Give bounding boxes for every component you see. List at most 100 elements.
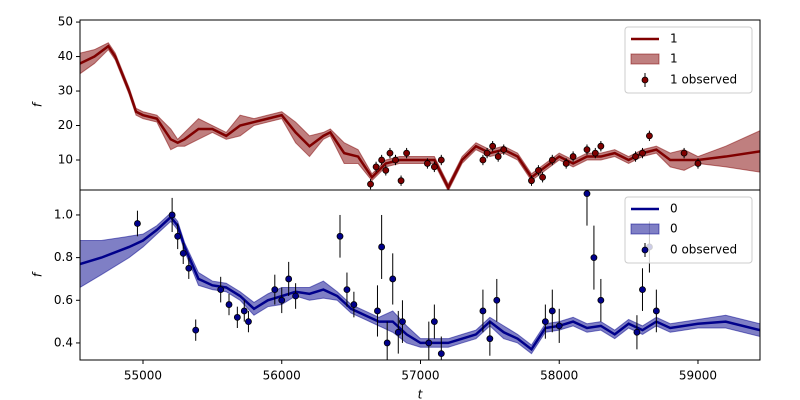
y-tick-label: 0.6 <box>54 293 73 307</box>
observed-point <box>494 153 502 160</box>
line <box>80 215 760 352</box>
observed-point <box>591 149 599 157</box>
observed-point <box>479 156 487 164</box>
observed-point <box>397 177 405 185</box>
legend-patch <box>630 53 660 65</box>
observed-point <box>639 149 646 157</box>
observed-point <box>394 328 402 336</box>
x-tick-label: 56000 <box>263 369 301 383</box>
observed-point <box>486 335 494 343</box>
observed-point <box>403 149 411 157</box>
legend-marker <box>641 246 649 254</box>
observed-point <box>541 318 549 326</box>
observed-point <box>168 211 176 219</box>
observed-point <box>378 156 386 164</box>
observed-point <box>336 232 344 240</box>
legend-label: 0 <box>670 202 678 216</box>
observed-point <box>633 328 641 336</box>
observed-point <box>278 296 286 304</box>
observed-point <box>174 232 182 240</box>
observed-point <box>367 180 374 188</box>
y-tick-label: 1.0 <box>54 207 73 221</box>
x-tick-label: 57000 <box>401 369 439 383</box>
legend-marker <box>641 76 649 84</box>
x-tick-label: 58000 <box>540 369 578 383</box>
confidence-band <box>80 212 760 355</box>
legend-label: 1 observed <box>670 73 737 87</box>
y-tick-label: 30 <box>58 84 73 98</box>
observed-point <box>437 350 445 358</box>
observed-point <box>548 156 556 164</box>
observed-point <box>383 339 391 347</box>
observed-point <box>430 318 438 326</box>
legend-box <box>624 196 753 264</box>
observed-point <box>378 243 386 251</box>
observed-point <box>217 286 225 294</box>
observed-point <box>583 146 591 154</box>
observed-point <box>639 286 646 294</box>
observed-point <box>583 190 591 198</box>
observed-point <box>597 142 605 150</box>
confidence-band <box>80 42 760 190</box>
x-tick-label: 59000 <box>679 369 717 383</box>
y-axis-label: f <box>31 101 45 107</box>
observed-point <box>528 177 535 185</box>
observed-point <box>590 254 598 262</box>
observed-point <box>548 307 556 315</box>
observed-point <box>271 286 279 294</box>
observed-point <box>386 149 394 157</box>
y-tick-label: 0.8 <box>54 250 73 264</box>
observed-point <box>240 307 248 315</box>
observed-point <box>535 166 542 174</box>
observed-point <box>374 307 381 315</box>
observed-point <box>632 153 639 160</box>
line <box>80 44 760 190</box>
observed-point <box>350 301 358 308</box>
y-axis-label: f <box>31 271 45 277</box>
observed-point <box>179 249 187 257</box>
y-tick-label: 20 <box>58 118 73 132</box>
observed-point <box>500 146 508 154</box>
observed-point <box>539 173 546 181</box>
observed-point <box>430 163 438 171</box>
observed-point <box>285 275 293 283</box>
observed-point <box>343 286 351 294</box>
legend-label: 1 <box>670 52 678 66</box>
observed-point <box>597 296 605 304</box>
observed-point <box>555 322 563 330</box>
observed-point <box>646 132 653 140</box>
y-tick-label: 40 <box>58 49 73 63</box>
legend-label: 0 <box>670 222 678 236</box>
observed-point <box>437 156 445 164</box>
legend: 1 1 1 observed <box>624 26 753 94</box>
observed-point <box>382 166 390 174</box>
x-axis-label: t <box>418 388 424 400</box>
observed-point <box>134 220 141 227</box>
observed-point <box>372 163 380 171</box>
plot-area <box>80 42 760 190</box>
observed-point <box>562 160 570 167</box>
observed-point <box>489 142 497 150</box>
observed-point <box>479 307 487 315</box>
observed-point <box>245 318 252 326</box>
legend-box <box>624 26 753 94</box>
y-tick-label: 10 <box>58 153 73 167</box>
observed-point <box>425 339 433 347</box>
observed-point <box>185 264 193 272</box>
x-tick-label: 55000 <box>124 369 162 383</box>
legend: 0 0 0 observed <box>624 196 753 264</box>
observed-point <box>392 156 399 164</box>
observed-point <box>233 313 241 321</box>
observed-point <box>483 149 491 157</box>
observed-point <box>493 296 501 304</box>
observed-point <box>569 153 577 160</box>
observed-point <box>225 301 233 308</box>
observed-point <box>389 275 397 283</box>
observed-point <box>694 160 702 167</box>
observed-point <box>192 326 200 334</box>
observed-point <box>399 318 406 326</box>
y-tick-label: 50 <box>58 15 73 29</box>
y-tick-label: 0.4 <box>54 335 73 349</box>
